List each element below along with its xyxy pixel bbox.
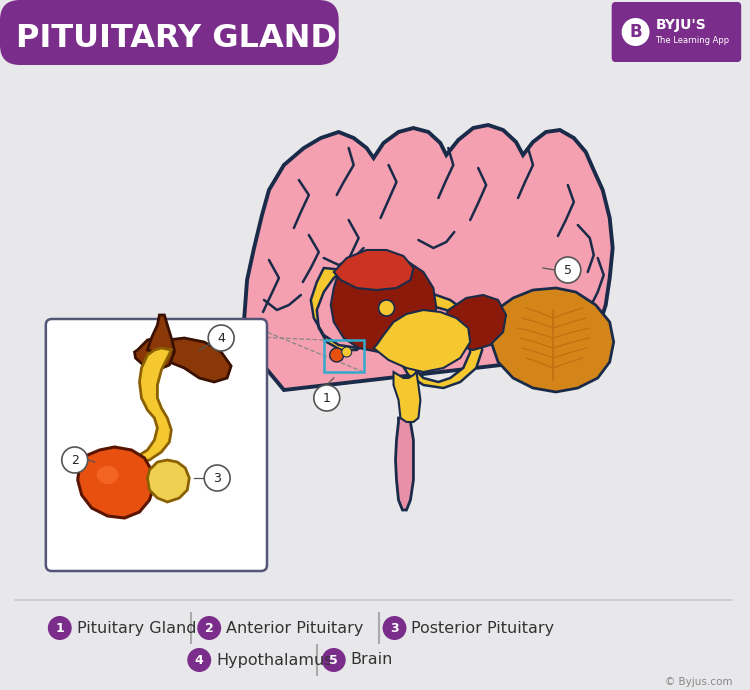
Text: 5: 5 bbox=[329, 653, 338, 667]
Polygon shape bbox=[334, 250, 413, 290]
Polygon shape bbox=[394, 372, 421, 422]
Polygon shape bbox=[148, 460, 189, 502]
Text: BYJU'S: BYJU'S bbox=[656, 18, 706, 32]
Text: 2: 2 bbox=[205, 622, 214, 635]
Text: Anterior Pituitary: Anterior Pituitary bbox=[226, 620, 364, 635]
Polygon shape bbox=[78, 447, 154, 518]
Circle shape bbox=[379, 300, 394, 316]
Polygon shape bbox=[134, 338, 174, 370]
Text: 5: 5 bbox=[564, 264, 572, 277]
Text: 1: 1 bbox=[56, 622, 64, 635]
FancyBboxPatch shape bbox=[0, 0, 339, 65]
Polygon shape bbox=[446, 295, 506, 350]
Polygon shape bbox=[395, 418, 413, 510]
Text: Posterior Pituitary: Posterior Pituitary bbox=[412, 620, 554, 635]
Circle shape bbox=[322, 648, 346, 672]
Circle shape bbox=[197, 616, 221, 640]
Polygon shape bbox=[491, 288, 614, 392]
Polygon shape bbox=[374, 310, 470, 372]
Text: 3: 3 bbox=[390, 622, 399, 635]
Ellipse shape bbox=[97, 466, 118, 484]
Circle shape bbox=[330, 348, 344, 362]
Polygon shape bbox=[131, 348, 171, 462]
Text: B: B bbox=[629, 23, 642, 41]
Circle shape bbox=[209, 325, 234, 351]
Polygon shape bbox=[148, 315, 174, 355]
Text: 2: 2 bbox=[70, 453, 79, 466]
Text: 4: 4 bbox=[195, 653, 203, 667]
Text: Brain: Brain bbox=[351, 653, 393, 667]
Polygon shape bbox=[331, 258, 436, 352]
Circle shape bbox=[62, 447, 88, 473]
Circle shape bbox=[622, 18, 650, 46]
Text: Hypothalamus: Hypothalamus bbox=[216, 653, 333, 667]
Circle shape bbox=[342, 347, 352, 357]
Text: © Byjus.com: © Byjus.com bbox=[664, 677, 732, 687]
Polygon shape bbox=[244, 125, 613, 390]
Circle shape bbox=[188, 648, 211, 672]
Circle shape bbox=[314, 385, 340, 411]
Text: Pituitary Gland: Pituitary Gland bbox=[76, 620, 197, 635]
Text: 1: 1 bbox=[322, 391, 331, 404]
FancyBboxPatch shape bbox=[612, 2, 741, 62]
Circle shape bbox=[204, 465, 230, 491]
Polygon shape bbox=[310, 268, 482, 388]
Circle shape bbox=[48, 616, 72, 640]
Text: The Learning App: The Learning App bbox=[656, 35, 730, 44]
Circle shape bbox=[382, 616, 406, 640]
FancyBboxPatch shape bbox=[46, 319, 267, 571]
Text: 4: 4 bbox=[217, 331, 225, 344]
Circle shape bbox=[555, 257, 580, 283]
Text: 3: 3 bbox=[213, 471, 221, 484]
Text: PITUITARY GLAND: PITUITARY GLAND bbox=[16, 23, 337, 54]
Polygon shape bbox=[152, 338, 231, 382]
